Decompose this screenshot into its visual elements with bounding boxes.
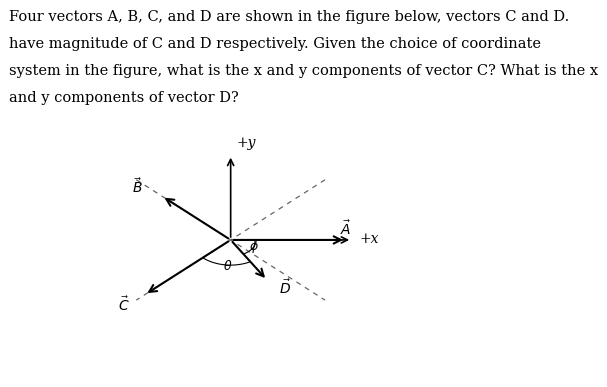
Text: $\vec{B}$: $\vec{B}$ [132,177,143,196]
Text: +y: +y [237,136,256,150]
Text: Four vectors A, B, C, and D are shown in the figure below, vectors C and D.: Four vectors A, B, C, and D are shown in… [9,10,569,24]
Text: $\vec{A}$: $\vec{A}$ [341,219,351,238]
Text: $\vec{C}$: $\vec{C}$ [118,295,129,313]
Text: $\theta$: $\theta$ [223,259,232,273]
Text: and y components of vector D?: and y components of vector D? [9,91,239,105]
Text: +x: +x [359,232,379,246]
Text: system in the figure, what is the x and y components of vector C? What is the x: system in the figure, what is the x and … [9,64,599,78]
Text: $\vec{D}$: $\vec{D}$ [279,279,291,297]
Text: have magnitude of C and D respectively. Given the choice of coordinate: have magnitude of C and D respectively. … [9,37,541,51]
Text: $\phi$: $\phi$ [249,238,259,255]
